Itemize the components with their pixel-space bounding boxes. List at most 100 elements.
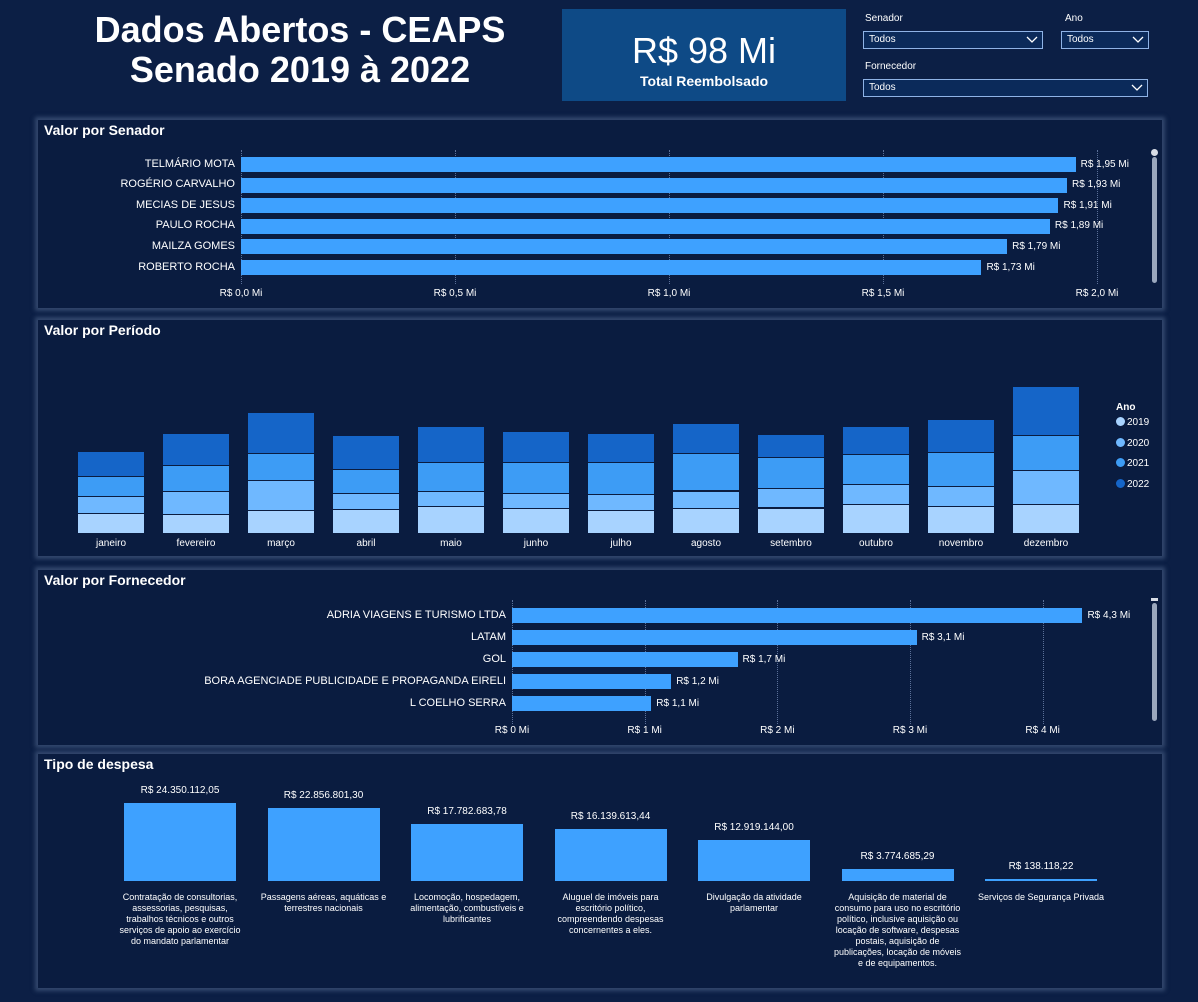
fornecedor-filter-value: Todos xyxy=(869,82,896,93)
page-title: Dados Abertos - CEAPS Senado 2019 à 2022 xyxy=(60,10,540,90)
stack-segment xyxy=(843,483,909,504)
x-tick-label: R$ 1,5 Mi xyxy=(861,288,905,299)
stack-segment xyxy=(673,508,739,533)
month-label: março xyxy=(267,538,295,549)
x-tick-label: R$ 1 Mi xyxy=(627,725,662,736)
stack-segment xyxy=(928,451,994,486)
data-label: R$ 1,73 Mi xyxy=(986,261,1035,273)
fornecedor-filter-label: Fornecedor xyxy=(865,61,917,72)
panel-title-senador: Valor por Senador xyxy=(44,122,165,138)
ano-filter-label: Ano xyxy=(1065,13,1083,24)
legend-item: 2019 xyxy=(1116,417,1149,428)
stack-segment xyxy=(333,434,399,469)
gridline xyxy=(910,600,911,724)
bar xyxy=(512,652,738,667)
stack-segment xyxy=(503,461,569,493)
data-label: R$ 1,93 Mi xyxy=(1072,179,1121,191)
fornecedor-filter-dropdown[interactable]: Todos xyxy=(863,79,1148,97)
stack-segment xyxy=(928,419,994,452)
data-label: R$ 17.782.683,78 xyxy=(427,806,507,818)
stack-segment xyxy=(163,432,229,465)
scrollbar-up-arrow[interactable] xyxy=(1151,598,1158,601)
stack-segment xyxy=(843,426,909,455)
panel-title-fornecedor: Valor por Fornecedor xyxy=(44,572,186,588)
stack-segment xyxy=(588,433,654,462)
bar xyxy=(241,239,1008,255)
page-title-line2: Senado 2019 à 2022 xyxy=(129,49,471,90)
stack-segment xyxy=(843,454,909,484)
bar xyxy=(512,608,1083,623)
gridline xyxy=(669,150,670,284)
bar xyxy=(554,829,667,881)
gridline xyxy=(455,150,456,284)
x-tick-label: R$ 1,0 Mi xyxy=(647,288,691,299)
stack-segment xyxy=(673,453,739,491)
valor-por-fornecedor-panel: Valor por Fornecedor R$ 0 Mi R$ 1 Mi R$ 2 … xyxy=(38,570,1162,745)
month-label: maio xyxy=(440,538,462,549)
stack-segment xyxy=(163,465,229,492)
scrollbar-up-arrow[interactable] xyxy=(1151,149,1158,156)
x-tick-label: R$ 3 Mi xyxy=(892,725,928,736)
legend-dot xyxy=(1116,437,1125,447)
stack-segment xyxy=(1013,386,1079,435)
gridline xyxy=(1042,600,1044,724)
stack-segment xyxy=(78,512,144,533)
fornecedor-scrollbar[interactable] xyxy=(1152,603,1157,721)
stack-segment xyxy=(843,503,909,533)
data-label: R$ 3,1 Mi xyxy=(921,631,965,643)
x-tick-label: R$ 4 Mi xyxy=(1025,725,1060,736)
category-label: Aluguel de imóveis para escritório polít… xyxy=(557,892,664,935)
stack-segment xyxy=(588,509,654,533)
valor-por-senador-panel: Valor por Senador R$ 0,0 Mi R$ 0,5 Mi R$ 1… xyxy=(38,120,1162,308)
category-label: MECIAS DE JESUS xyxy=(135,198,235,211)
data-label: R$ 1,91 Mi xyxy=(1063,199,1112,211)
stack-segment xyxy=(758,434,824,458)
data-label: R$ 3.774.685,29 xyxy=(860,850,935,862)
gridline xyxy=(1097,150,1098,284)
stack-segment xyxy=(418,491,484,506)
data-label: R$ 4,3 Mi xyxy=(1087,609,1131,621)
kpi-value: R$ 98 Mi xyxy=(631,30,777,71)
month-label: novembro xyxy=(938,538,984,549)
stack-segment xyxy=(1013,504,1079,533)
senador-scrollbar[interactable] xyxy=(1152,157,1157,283)
x-tick-label: R$ 2,0 Mi xyxy=(1075,288,1119,299)
panel-title-tipo: Tipo de despesa xyxy=(44,756,154,772)
category-label: GOL xyxy=(482,652,506,665)
kpi-label: Total Reembolsado xyxy=(639,73,769,89)
stack-segment xyxy=(163,491,229,514)
data-label: R$ 12.919.144,00 xyxy=(714,821,794,833)
category-label: TELMÁRIO MOTA xyxy=(144,157,235,170)
month-label: dezembro xyxy=(1023,538,1069,549)
month-label: setembro xyxy=(770,538,812,549)
category-label: ROGÉRIO CARVALHO xyxy=(120,178,235,191)
gridline xyxy=(777,600,779,724)
stack-segment xyxy=(248,411,314,453)
category-label: PAULO ROCHA xyxy=(155,219,235,232)
stack-segment xyxy=(248,452,314,480)
stack-segment xyxy=(333,468,399,493)
category-label: Contratação de consultorias, assessorias… xyxy=(119,892,241,946)
stack-segment xyxy=(418,425,484,462)
category-label: MAILZA GOMES xyxy=(151,239,235,252)
legend-item: 2022 xyxy=(1116,478,1150,490)
bar xyxy=(512,630,917,645)
category-label: Divulgação da atividade parlamentar xyxy=(706,892,802,913)
legend-label: 2022 xyxy=(1127,478,1150,490)
x-tick-label: R$ 2 Mi xyxy=(760,725,795,736)
legend-title: Ano xyxy=(1116,402,1136,413)
ano-filter-dropdown[interactable]: Todos xyxy=(1061,31,1149,49)
month-label: abril xyxy=(356,538,376,549)
bar xyxy=(241,260,982,275)
data-label: R$ 1,2 Mi xyxy=(676,675,719,687)
legend-item: 2020 xyxy=(1116,437,1149,449)
month-label: agosto xyxy=(690,538,722,549)
chevron-down-icon xyxy=(1131,84,1143,91)
senador-filter-dropdown[interactable]: Todos xyxy=(863,31,1043,49)
bar xyxy=(267,807,380,881)
chevron-down-icon xyxy=(1132,36,1144,43)
stack-segment xyxy=(758,507,824,533)
stack-segment xyxy=(418,505,484,533)
stack-segment xyxy=(1013,434,1079,471)
